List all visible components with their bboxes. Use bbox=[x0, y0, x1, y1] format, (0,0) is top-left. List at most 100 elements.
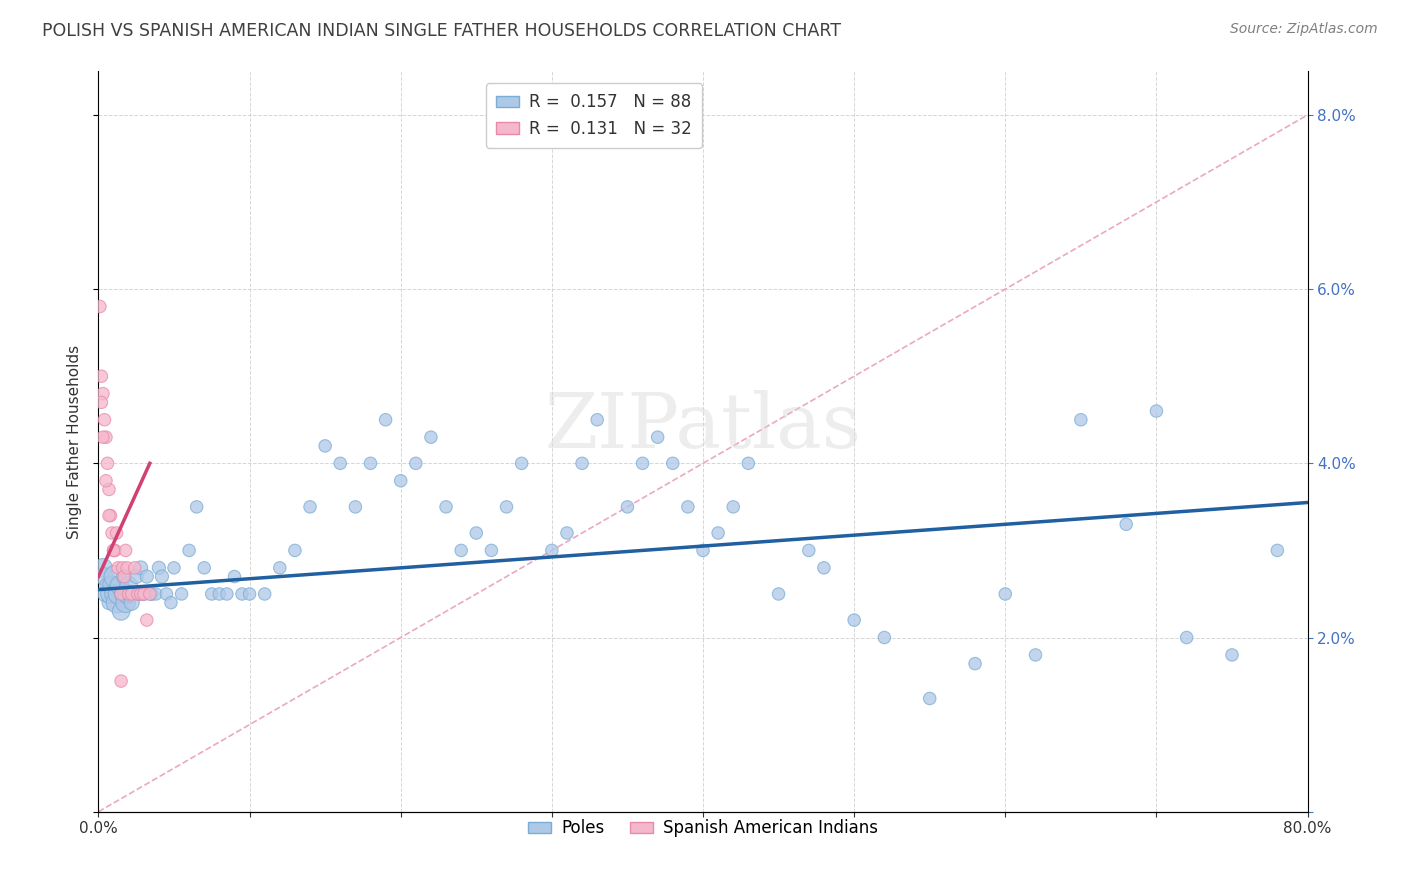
Point bbox=[115, 587, 138, 601]
Point bbox=[481, 543, 503, 558]
Point bbox=[299, 500, 322, 514]
Point bbox=[111, 587, 134, 601]
Text: ZIPatlas: ZIPatlas bbox=[544, 390, 862, 464]
Point bbox=[540, 543, 562, 558]
Point bbox=[124, 561, 146, 575]
Point bbox=[103, 587, 125, 601]
Point bbox=[661, 456, 683, 470]
Point bbox=[1024, 648, 1046, 662]
Point bbox=[114, 543, 136, 558]
Point bbox=[813, 561, 835, 575]
Point bbox=[135, 569, 157, 583]
Point bbox=[98, 508, 121, 523]
Point bbox=[139, 587, 162, 601]
Point bbox=[96, 456, 118, 470]
Point bbox=[94, 430, 117, 444]
Point bbox=[104, 543, 127, 558]
Point bbox=[170, 587, 193, 601]
Point bbox=[329, 456, 352, 470]
Point bbox=[844, 613, 866, 627]
Point bbox=[103, 543, 125, 558]
Point bbox=[101, 526, 124, 541]
Point bbox=[1115, 517, 1137, 532]
Point bbox=[103, 543, 125, 558]
Point bbox=[90, 395, 112, 409]
Point bbox=[314, 439, 336, 453]
Point bbox=[91, 386, 114, 401]
Point bbox=[110, 587, 132, 601]
Point bbox=[360, 456, 382, 470]
Text: POLISH VS SPANISH AMERICAN INDIAN SINGLE FATHER HOUSEHOLDS CORRELATION CHART: POLISH VS SPANISH AMERICAN INDIAN SINGLE… bbox=[42, 22, 841, 40]
Point bbox=[110, 604, 132, 618]
Point bbox=[148, 561, 170, 575]
Point bbox=[631, 456, 654, 470]
Point bbox=[737, 456, 759, 470]
Point bbox=[121, 587, 143, 601]
Point bbox=[114, 596, 136, 610]
Point bbox=[160, 596, 183, 610]
Point bbox=[676, 500, 699, 514]
Point bbox=[208, 587, 231, 601]
Point bbox=[112, 569, 135, 583]
Point bbox=[127, 587, 149, 601]
Point bbox=[93, 569, 115, 583]
Point bbox=[918, 691, 941, 706]
Point bbox=[201, 587, 224, 601]
Point bbox=[1070, 413, 1092, 427]
Point bbox=[465, 526, 488, 541]
Point bbox=[239, 587, 262, 601]
Point bbox=[112, 569, 135, 583]
Point bbox=[105, 526, 128, 541]
Point bbox=[405, 456, 427, 470]
Point bbox=[135, 613, 157, 627]
Point bbox=[90, 369, 112, 384]
Point bbox=[107, 587, 129, 601]
Point bbox=[1175, 631, 1198, 645]
Point bbox=[96, 578, 118, 592]
Point bbox=[994, 587, 1017, 601]
Point bbox=[128, 587, 150, 601]
Point bbox=[374, 413, 396, 427]
Point bbox=[132, 587, 155, 601]
Point bbox=[132, 587, 155, 601]
Point bbox=[284, 543, 307, 558]
Point bbox=[105, 596, 128, 610]
Point bbox=[121, 596, 143, 610]
Point bbox=[193, 561, 215, 575]
Point bbox=[98, 596, 121, 610]
Point bbox=[616, 500, 638, 514]
Point bbox=[129, 587, 152, 601]
Point bbox=[163, 561, 186, 575]
Point bbox=[965, 657, 987, 671]
Point bbox=[231, 587, 253, 601]
Point bbox=[723, 500, 745, 514]
Text: Source: ZipAtlas.com: Source: ZipAtlas.com bbox=[1230, 22, 1378, 37]
Point bbox=[253, 587, 276, 601]
Point bbox=[571, 456, 593, 470]
Point bbox=[89, 300, 111, 314]
Point bbox=[707, 526, 730, 541]
Point bbox=[586, 413, 609, 427]
Point bbox=[768, 587, 790, 601]
Point bbox=[91, 561, 114, 575]
Point bbox=[125, 569, 148, 583]
Point bbox=[94, 587, 117, 601]
Point bbox=[179, 543, 201, 558]
Legend: Poles, Spanish American Indians: Poles, Spanish American Indians bbox=[522, 813, 884, 844]
Point bbox=[145, 587, 167, 601]
Point bbox=[1144, 404, 1167, 418]
Point bbox=[93, 413, 115, 427]
Point bbox=[110, 674, 132, 689]
Point bbox=[100, 508, 122, 523]
Point bbox=[420, 430, 443, 444]
Point bbox=[450, 543, 472, 558]
Y-axis label: Single Father Households: Single Father Households bbox=[67, 344, 83, 539]
Point bbox=[797, 543, 820, 558]
Point bbox=[155, 587, 177, 601]
Point bbox=[344, 500, 367, 514]
Point bbox=[118, 587, 141, 601]
Point bbox=[1267, 543, 1289, 558]
Point bbox=[104, 569, 127, 583]
Point bbox=[873, 631, 896, 645]
Point bbox=[186, 500, 208, 514]
